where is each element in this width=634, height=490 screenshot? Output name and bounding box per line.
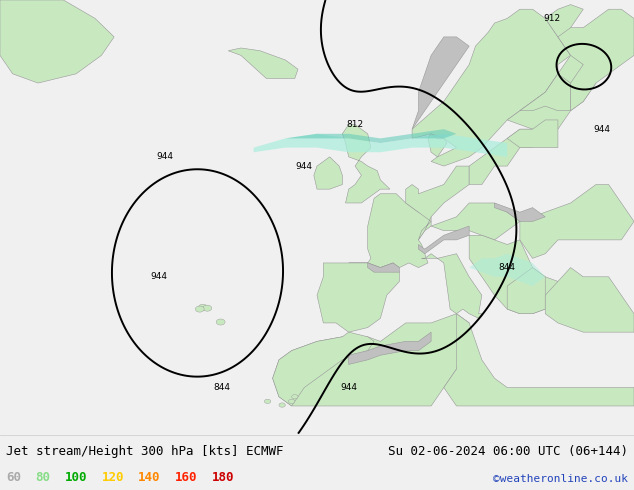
Polygon shape xyxy=(495,203,545,221)
Polygon shape xyxy=(412,37,469,129)
Polygon shape xyxy=(342,124,390,203)
Text: 844: 844 xyxy=(499,263,515,272)
Polygon shape xyxy=(418,226,469,254)
Text: 944: 944 xyxy=(594,124,611,134)
Polygon shape xyxy=(368,263,399,272)
Polygon shape xyxy=(0,0,114,83)
Text: Su 02-06-2024 06:00 UTC (06+144): Su 02-06-2024 06:00 UTC (06+144) xyxy=(387,445,628,458)
Text: 140: 140 xyxy=(138,471,160,484)
Polygon shape xyxy=(520,74,571,111)
Polygon shape xyxy=(406,166,469,240)
Text: Jet stream/Height 300 hPa [kts] ECMWF: Jet stream/Height 300 hPa [kts] ECMWF xyxy=(6,445,284,458)
Polygon shape xyxy=(469,254,545,286)
Polygon shape xyxy=(285,129,456,143)
Text: 944: 944 xyxy=(157,152,173,161)
Circle shape xyxy=(264,399,271,404)
Circle shape xyxy=(216,319,225,325)
Polygon shape xyxy=(428,134,447,157)
Text: 120: 120 xyxy=(101,471,124,484)
Text: 844: 844 xyxy=(214,383,230,392)
Circle shape xyxy=(203,305,212,311)
Polygon shape xyxy=(273,314,469,406)
Circle shape xyxy=(279,403,285,407)
Polygon shape xyxy=(317,263,399,332)
Polygon shape xyxy=(254,134,507,157)
Circle shape xyxy=(288,399,295,404)
Polygon shape xyxy=(507,120,558,147)
Polygon shape xyxy=(507,4,596,129)
Text: 80: 80 xyxy=(36,471,51,484)
Polygon shape xyxy=(558,9,634,111)
Polygon shape xyxy=(349,332,431,365)
Polygon shape xyxy=(273,332,374,406)
Polygon shape xyxy=(507,268,545,314)
Text: 100: 100 xyxy=(65,471,87,484)
Circle shape xyxy=(292,394,298,399)
Polygon shape xyxy=(520,185,634,258)
Polygon shape xyxy=(545,268,634,332)
Text: 944: 944 xyxy=(296,162,313,171)
Polygon shape xyxy=(412,9,571,166)
Text: 912: 912 xyxy=(543,14,560,23)
Polygon shape xyxy=(469,235,558,314)
Circle shape xyxy=(198,304,207,310)
Text: 812: 812 xyxy=(346,120,364,129)
Polygon shape xyxy=(314,157,342,189)
Text: 160: 160 xyxy=(175,471,197,484)
Text: 944: 944 xyxy=(340,383,357,392)
Polygon shape xyxy=(444,314,634,406)
Polygon shape xyxy=(431,203,520,240)
Polygon shape xyxy=(422,254,482,318)
Polygon shape xyxy=(469,129,533,185)
Text: 60: 60 xyxy=(6,471,22,484)
Polygon shape xyxy=(349,194,431,268)
Text: ©weatheronline.co.uk: ©weatheronline.co.uk xyxy=(493,474,628,484)
Polygon shape xyxy=(228,48,298,78)
Text: 944: 944 xyxy=(150,272,167,281)
Text: 180: 180 xyxy=(212,471,234,484)
Circle shape xyxy=(195,306,204,312)
